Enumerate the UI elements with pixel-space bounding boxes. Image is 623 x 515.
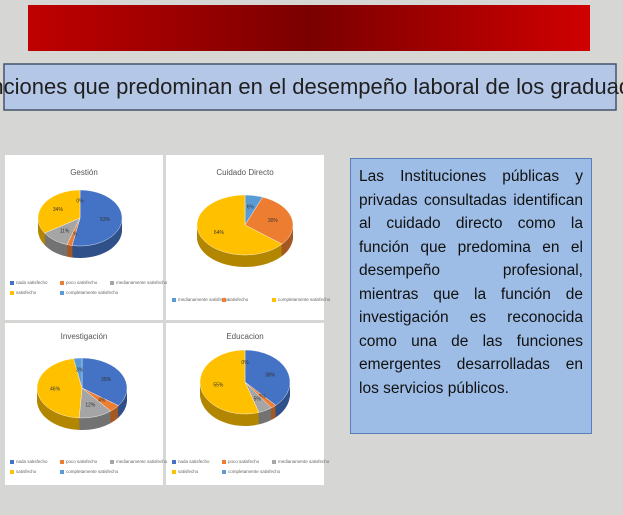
legend-swatch <box>110 460 114 464</box>
data-label: 64% <box>214 230 225 236</box>
legend-label: completamente satisfecho <box>66 290 119 295</box>
pie-slice <box>71 189 123 247</box>
legend-swatch <box>60 281 64 285</box>
legend-label: medianamente satisfecho <box>116 459 168 464</box>
title-band <box>3 63 617 111</box>
legend-swatch <box>222 298 226 302</box>
data-label: 46% <box>50 386 61 392</box>
data-label: 0% <box>241 360 249 366</box>
data-label: 2% <box>259 394 267 400</box>
legend-swatch <box>272 460 276 464</box>
data-label: 12% <box>85 402 96 408</box>
legend-swatch <box>60 291 64 295</box>
legend-swatch <box>10 460 14 464</box>
text-box: Las Instituciones públicas y privadas co… <box>350 158 592 434</box>
data-label: 4% <box>98 398 106 404</box>
legend-swatch <box>60 460 64 464</box>
data-label: 53% <box>100 217 111 223</box>
legend-swatch <box>172 470 176 474</box>
legend-label: medianamente satisfecho <box>278 459 330 464</box>
legend-swatch <box>222 470 226 474</box>
legend-label: nada satisfecho <box>178 459 210 464</box>
legend-label: satisfecho <box>178 469 199 474</box>
legend-swatch <box>60 470 64 474</box>
pie-slice <box>36 358 83 419</box>
pie-slice <box>73 357 83 389</box>
legend-swatch <box>172 298 176 302</box>
legend-label: medianamente satisfecho <box>178 297 230 302</box>
data-label: 5% <box>254 396 262 402</box>
data-label: 34% <box>53 207 64 213</box>
pie-slice <box>196 194 283 256</box>
data-label: 0% <box>76 199 84 205</box>
data-label: 2% <box>70 232 78 238</box>
legend-swatch <box>222 460 226 464</box>
legend-label: poco satisfecho <box>66 280 98 285</box>
legend-label: medianamente satisfecho <box>116 280 168 285</box>
data-label: 6% <box>247 205 255 211</box>
pie-slice <box>244 196 294 245</box>
legend-swatch <box>172 460 176 464</box>
pie-slice <box>37 189 81 234</box>
legend-swatch <box>110 281 114 285</box>
data-label: 38% <box>265 372 276 378</box>
legend-label: satisfecho <box>16 290 37 295</box>
legend-swatch <box>10 291 14 295</box>
pie-slice <box>199 349 260 415</box>
header-bar <box>28 5 590 51</box>
legend-label: poco satisfecho <box>66 459 98 464</box>
pie-slice <box>244 349 291 406</box>
legend-swatch <box>272 298 276 302</box>
chart-title: Investigación <box>61 332 108 341</box>
legend-label: satisfecho <box>16 469 37 474</box>
legend-swatch <box>10 281 14 285</box>
pie-slice <box>81 357 128 406</box>
legend-label: poco satisfecho <box>228 459 260 464</box>
data-label: 35% <box>101 377 112 383</box>
data-label: 30% <box>268 218 279 224</box>
chart-title: Cuidado Directo <box>216 168 274 177</box>
data-label: 3% <box>76 367 84 373</box>
data-label: 55% <box>213 382 224 388</box>
slide-title: Funciones que predominan en el desempeño… <box>0 74 623 99</box>
legend-label: completamente satisfecho <box>66 469 119 474</box>
chart-title: Educacion <box>226 332 263 341</box>
legend-label: satisfecho <box>228 297 249 302</box>
legend-swatch <box>10 470 14 474</box>
legend-label: nada satisfecho <box>16 459 48 464</box>
legend-label: nada satisfecho <box>16 280 48 285</box>
data-label: 11% <box>60 229 70 235</box>
legend-label: completamente satisfecho <box>278 297 331 302</box>
legend-label: completamente satisfecho <box>228 469 281 474</box>
chart-title: Gestión <box>70 168 98 177</box>
